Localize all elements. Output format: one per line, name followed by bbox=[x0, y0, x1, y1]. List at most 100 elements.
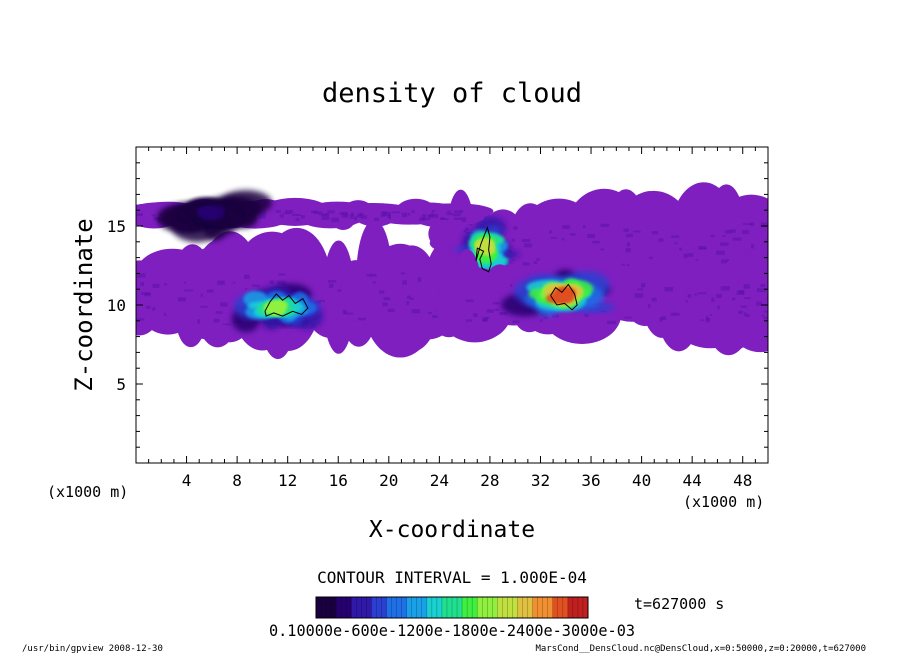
cloud-texture bbox=[632, 230, 641, 233]
colorbar-segment bbox=[502, 597, 508, 618]
cloud-texture bbox=[658, 238, 664, 242]
colorbar-segment bbox=[452, 597, 458, 618]
cloud-texture bbox=[742, 223, 752, 225]
cloud-texture bbox=[244, 274, 250, 280]
cloud-texture bbox=[687, 294, 691, 298]
cloud-texture bbox=[466, 299, 474, 302]
cloud-texture bbox=[492, 302, 500, 305]
x-tick-label: 32 bbox=[531, 471, 550, 490]
colorbar-segment bbox=[336, 597, 342, 618]
colorbar-segment bbox=[436, 597, 443, 618]
colorbar-segment bbox=[482, 597, 488, 618]
colorbar-segment bbox=[557, 597, 564, 618]
cloud-texture bbox=[244, 288, 248, 290]
cloud-texture bbox=[698, 246, 707, 250]
cloud-texture bbox=[400, 272, 406, 275]
cloud-texture bbox=[756, 301, 763, 306]
cloud-texture bbox=[670, 312, 680, 316]
colorbar-segment bbox=[371, 597, 377, 618]
cloud-region bbox=[136, 190, 494, 243]
colorbar-segment bbox=[386, 597, 393, 618]
contour-line bbox=[475, 225, 492, 273]
cloud-texture bbox=[683, 253, 688, 259]
cloud-texture bbox=[292, 213, 301, 216]
cloud-texture bbox=[745, 314, 751, 317]
cloud-texture bbox=[388, 217, 391, 220]
cloud-texture bbox=[220, 302, 228, 307]
cloud-texture bbox=[331, 217, 339, 223]
cloud-texture bbox=[313, 211, 323, 214]
cloud-texture bbox=[417, 277, 422, 282]
cloud-texture bbox=[539, 319, 543, 322]
x-axis-label: X-coordinate bbox=[369, 517, 535, 543]
colorbar-segment bbox=[497, 597, 503, 618]
cloud-texture bbox=[761, 314, 765, 317]
cloud-texture bbox=[435, 214, 439, 219]
cloud-texture bbox=[164, 312, 167, 317]
cloud-texture bbox=[453, 210, 463, 214]
cloud-texture bbox=[725, 230, 732, 234]
cloud-texture bbox=[342, 309, 347, 315]
cloud-texture bbox=[277, 280, 286, 286]
colorbar-segment bbox=[532, 597, 539, 618]
cloud-texture bbox=[717, 305, 720, 310]
cloud-texture bbox=[387, 308, 395, 313]
cloud-texture bbox=[360, 215, 367, 219]
colorbar-segment bbox=[431, 597, 438, 618]
cloud-texture bbox=[729, 229, 736, 233]
cloud-texture bbox=[460, 210, 464, 212]
cloud-texture bbox=[461, 217, 467, 222]
cloud-texture bbox=[523, 243, 532, 248]
plot-area bbox=[136, 182, 768, 360]
contour-interval-label: CONTOUR INTERVAL = 1.000E-04 bbox=[317, 568, 587, 587]
cloud-texture bbox=[137, 273, 146, 278]
cloud-texture bbox=[328, 279, 337, 283]
cloud-texture bbox=[350, 212, 354, 216]
cloud-texture bbox=[626, 264, 630, 267]
cloud-texture bbox=[278, 273, 286, 276]
cloud-texture bbox=[664, 286, 674, 292]
colorbar-segment bbox=[522, 597, 529, 618]
colorbar-segment bbox=[542, 597, 549, 618]
cloud-texture bbox=[152, 283, 160, 288]
cloud-texture bbox=[623, 228, 629, 232]
cloud-texture bbox=[637, 288, 644, 291]
colorbar-segment bbox=[507, 597, 513, 618]
cloud-texture bbox=[300, 215, 305, 219]
cloud-texture bbox=[486, 309, 494, 313]
x-tick-label: 8 bbox=[232, 471, 242, 490]
cloud-texture bbox=[760, 222, 767, 228]
cloud-texture bbox=[621, 263, 625, 266]
cloud-texture bbox=[550, 237, 557, 239]
cloud-texture bbox=[685, 299, 688, 303]
cloud-texture bbox=[383, 297, 391, 301]
cloud-texture bbox=[648, 304, 651, 309]
cloud-texture bbox=[232, 281, 236, 284]
colorbar-segment bbox=[406, 597, 413, 618]
x-unit-left: (x1000 m) bbox=[47, 483, 128, 501]
colorbar-segment bbox=[462, 597, 468, 618]
cloud-texture bbox=[318, 213, 328, 216]
cloud-texture bbox=[584, 313, 589, 318]
cloud-texture bbox=[136, 318, 145, 321]
cloud-blob bbox=[182, 267, 220, 287]
cloud-texture bbox=[406, 295, 411, 299]
cloud-blob bbox=[353, 262, 428, 333]
colorbar-segment bbox=[411, 597, 418, 618]
cloud-texture bbox=[720, 286, 730, 291]
colorbar-segment bbox=[467, 597, 473, 618]
cloud-texture bbox=[562, 225, 570, 229]
colorbar-segment bbox=[381, 597, 388, 618]
cloud-texture bbox=[177, 297, 186, 302]
cloud-blob bbox=[616, 267, 687, 315]
colorbar-segment bbox=[376, 597, 382, 618]
colorbar-segment bbox=[326, 597, 332, 618]
x-tick-label: 44 bbox=[683, 471, 702, 490]
cloud-texture bbox=[141, 292, 150, 295]
cloud-texture bbox=[756, 288, 766, 293]
cloud-texture bbox=[722, 234, 726, 238]
cloud-texture bbox=[743, 284, 750, 289]
cloud-texture bbox=[343, 211, 348, 216]
cloud-texture bbox=[674, 242, 678, 245]
